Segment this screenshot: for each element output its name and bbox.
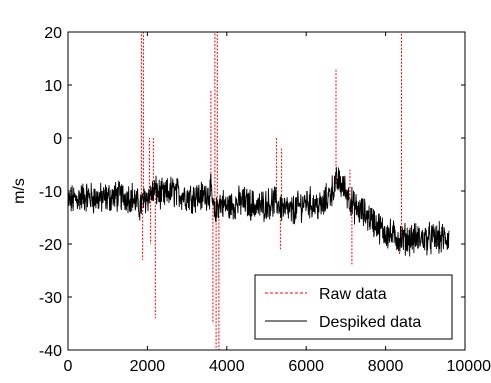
x-tick-label: 4000 bbox=[209, 358, 245, 375]
y-tick-label: -20 bbox=[39, 237, 62, 254]
legend: Raw data Despiked data bbox=[254, 274, 453, 340]
y-tick-label: 20 bbox=[44, 25, 62, 42]
legend-raw-label: Raw data bbox=[319, 286, 387, 303]
x-tick-label: 0 bbox=[64, 358, 73, 375]
y-tick-label: -10 bbox=[39, 184, 62, 201]
y-tick-label: 0 bbox=[53, 131, 62, 148]
x-tick-label: 10000 bbox=[447, 358, 491, 375]
y-axis-label: m/s bbox=[11, 178, 28, 204]
y-tick-label: 10 bbox=[44, 78, 62, 95]
axis-ticks bbox=[67, 31, 466, 351]
y-tick-label: -30 bbox=[39, 290, 62, 307]
legend-box bbox=[254, 274, 453, 340]
despiked-data-line bbox=[67, 167, 450, 257]
y-tick-label: -40 bbox=[39, 343, 62, 360]
legend-despiked-label: Despiked data bbox=[319, 314, 421, 331]
despiked-data-series bbox=[67, 167, 450, 257]
x-tick-label: 2000 bbox=[130, 358, 166, 375]
x-tick-label: 6000 bbox=[288, 358, 324, 375]
tick-labels: 0 2000 4000 6000 8000 10000 20 10 0 -10 -20 -30 -40 bbox=[39, 25, 491, 375]
x-tick-label: 8000 bbox=[368, 358, 404, 375]
